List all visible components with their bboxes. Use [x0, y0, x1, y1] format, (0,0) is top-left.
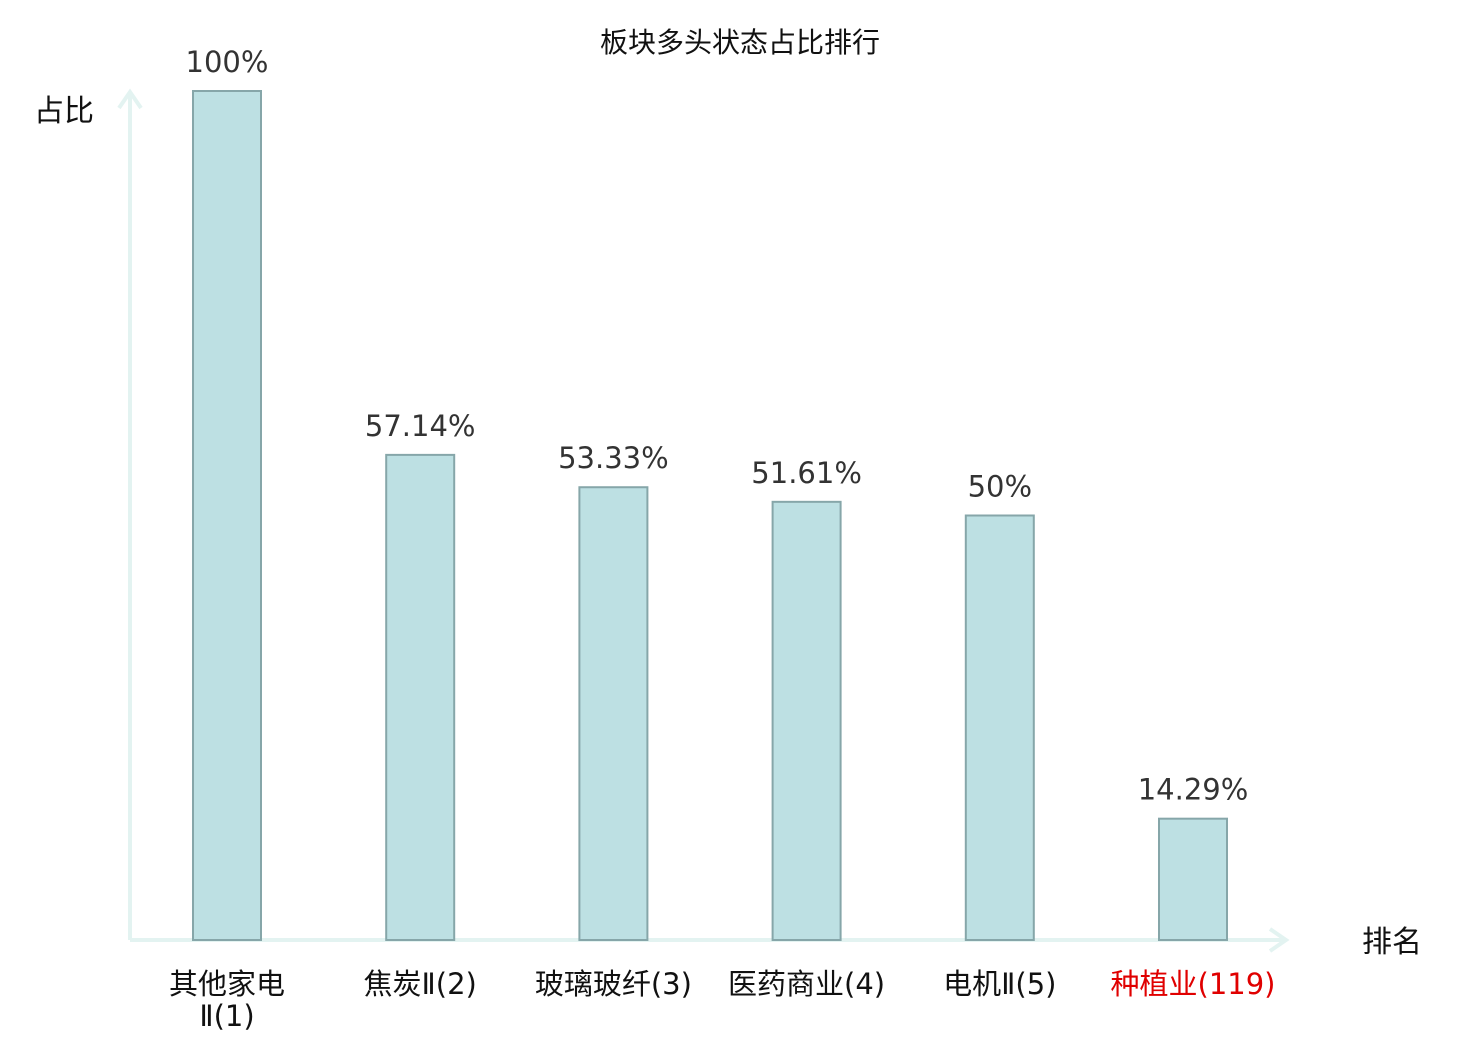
bar-3 [578, 486, 649, 941]
category-label-1-line-1: 其他家电 [169, 967, 285, 1001]
chart-title: 板块多头状态占比排行 [600, 26, 880, 59]
bar-1 [192, 90, 262, 941]
bar-4 [771, 500, 842, 941]
value-label-5: 50% [968, 470, 1032, 504]
value-labels: 100% 57.14% 53.33% 51.61% 50% 14.29% [186, 45, 1249, 807]
value-label-1: 100% [186, 45, 269, 79]
category-label-5: 电机Ⅱ(5) [943, 967, 1056, 1001]
bar-2 [385, 453, 456, 941]
category-label-4: 医药商业(4) [728, 967, 885, 1001]
y-axis-label: 占比 [34, 94, 94, 129]
bar-5 [964, 514, 1035, 941]
x-axis-label: 排名 [1362, 925, 1422, 960]
value-label-3: 53.33% [558, 441, 669, 475]
y-axis-arrow [117, 88, 143, 110]
category-label-2: 焦炭Ⅱ(2) [364, 967, 477, 1001]
x-axis-arrow [1268, 927, 1290, 953]
bar-series [192, 90, 1228, 942]
value-label-4: 51.61% [751, 456, 862, 490]
bar-6 [1158, 817, 1228, 942]
category-label-6: 种植业(119) [1111, 967, 1276, 1001]
category-label-1-line-2: Ⅱ(1) [199, 999, 254, 1033]
value-label-2: 57.14% [365, 409, 476, 443]
value-label-6: 14.29% [1138, 773, 1249, 807]
category-label-3: 玻璃玻纤(3) [535, 967, 692, 1001]
